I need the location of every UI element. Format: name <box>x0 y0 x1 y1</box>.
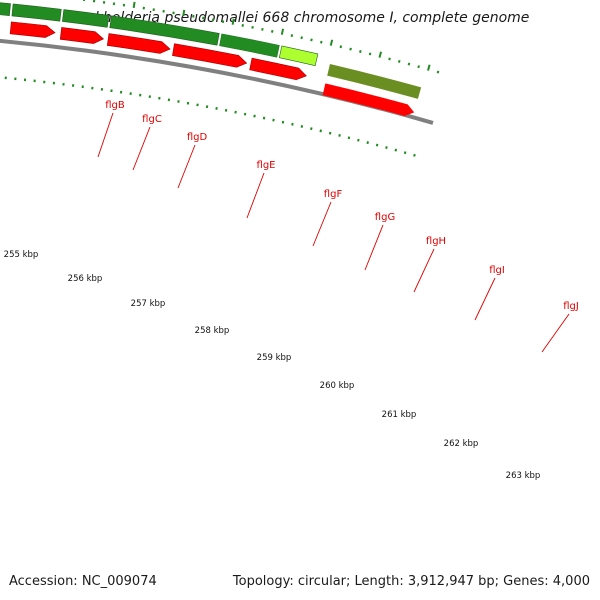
outer-tick <box>310 38 313 42</box>
outer-tick <box>231 18 235 25</box>
outer-tick <box>82 0 86 2</box>
inner-tick <box>253 114 256 118</box>
leader-line <box>177 144 196 189</box>
gene-label-flgD: flgD <box>187 132 208 143</box>
outer-tick <box>397 60 401 63</box>
cds-arrow <box>249 57 307 81</box>
scale-label: 259 kbp <box>257 353 292 363</box>
gene-band <box>0 2 11 16</box>
cds-arrow <box>106 33 171 54</box>
outer-tick <box>339 45 343 49</box>
outer-tick <box>427 64 431 71</box>
scale-label: 255 kbp <box>4 250 39 260</box>
outer-tick <box>132 1 136 9</box>
gene-band <box>109 15 220 46</box>
gene-label-flgB: flgB <box>105 100 125 111</box>
scale-labels: 255 kbp 256 kbp 257 kbp 258 kbp 259 kbp 260 k… <box>4 250 541 481</box>
outer-tick <box>271 29 274 33</box>
outer-tick <box>261 27 264 31</box>
inner-tick <box>243 112 247 116</box>
outer-tick <box>417 65 420 69</box>
outer-tick <box>349 47 352 51</box>
gene-label-flgH: flgH <box>426 236 446 247</box>
leader-line <box>364 224 384 271</box>
genome-summary: Topology: circular; Length: 3,912,947 bp… <box>232 574 590 589</box>
leader-line <box>541 313 570 353</box>
outer-tick <box>329 39 334 46</box>
cds-arrow <box>9 21 56 38</box>
scale-label: 261 kbp <box>382 410 417 420</box>
scale-label: 256 kbp <box>68 274 103 284</box>
inner-tick <box>366 141 370 145</box>
outer-tick <box>300 36 303 40</box>
outer-tick <box>280 28 285 35</box>
inner-tick <box>403 151 407 155</box>
gene-band <box>219 33 280 58</box>
outer-tick <box>290 34 294 38</box>
inner-tick <box>347 136 351 140</box>
inner-tick <box>310 127 313 131</box>
inner-tick <box>281 120 285 124</box>
gene-labels: flgB flgC flgD flgE flgF flgG flgH flgI flgJ <box>97 100 579 353</box>
scale-label: 263 kbp <box>506 471 541 481</box>
outer-tick <box>359 50 362 53</box>
gene-label-flgF: flgF <box>324 189 343 200</box>
inner-tick <box>300 125 304 128</box>
cds-arrow <box>59 27 105 44</box>
gene-label-flgI: flgI <box>489 265 505 276</box>
gene-band <box>278 45 319 67</box>
gene-label-flgC: flgC <box>142 114 162 125</box>
leader-line <box>474 277 496 321</box>
scale-label: 260 kbp <box>320 381 355 391</box>
gene-band <box>62 9 110 28</box>
scale-label: 262 kbp <box>444 439 479 449</box>
inner-tick <box>385 146 388 150</box>
inner-tick <box>328 131 332 135</box>
cds-arrow <box>322 83 415 116</box>
inner-tick <box>338 134 341 137</box>
inner-tick <box>357 138 360 142</box>
inner-tick <box>272 118 275 122</box>
outer-tick <box>320 40 323 44</box>
inner-tick <box>262 116 266 120</box>
outer-tick <box>407 62 411 66</box>
accession-text: Accession: NC_009074 <box>9 574 157 589</box>
outer-tick <box>368 52 372 56</box>
cds-arrow <box>172 43 248 68</box>
inner-tick <box>394 148 398 152</box>
outer-tick <box>388 57 391 61</box>
inner-tick <box>291 122 294 126</box>
inner-tick <box>319 129 322 133</box>
leader-line <box>413 248 435 293</box>
inner-tick <box>375 143 379 147</box>
leader-line <box>132 126 151 171</box>
leader-line <box>246 172 265 219</box>
outer-tick <box>378 51 382 58</box>
feature-olive <box>327 63 422 99</box>
tick-marks <box>4 0 440 157</box>
gene-label-flgE: flgE <box>257 160 276 171</box>
scale-label: 257 kbp <box>131 299 166 309</box>
inner-tick <box>413 153 416 157</box>
leader-line <box>97 112 114 158</box>
leader-line <box>312 201 332 247</box>
gene-label-flgJ: flgJ <box>563 301 579 312</box>
scale-label: 258 kbp <box>195 326 230 336</box>
features <box>0 2 422 116</box>
outer-tick <box>182 9 186 16</box>
outer-tick <box>436 70 440 74</box>
gene-label-flgG: flgG <box>375 212 395 223</box>
gene-band <box>11 3 62 22</box>
map-title: Burkholderia pseudomallei 668 chromosome… <box>70 10 530 26</box>
